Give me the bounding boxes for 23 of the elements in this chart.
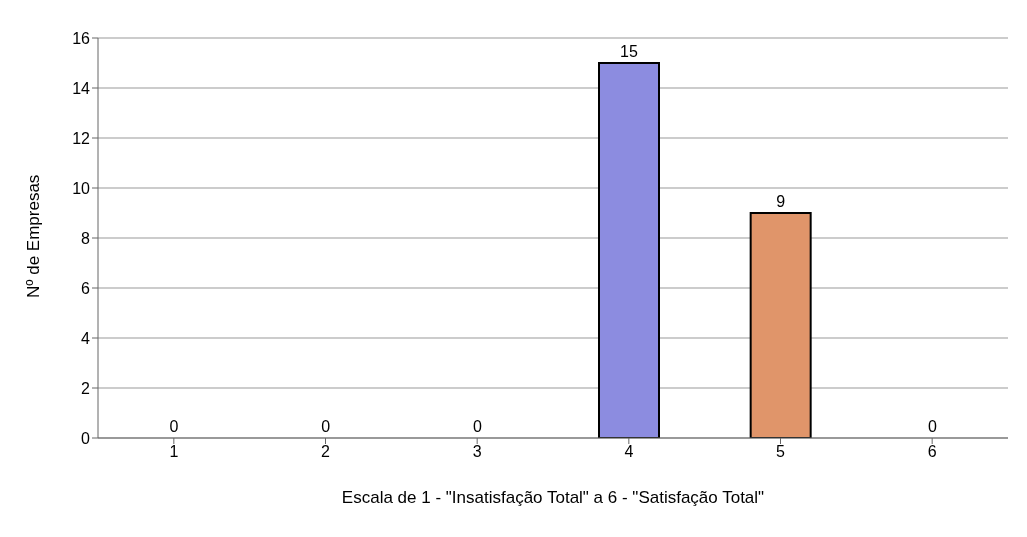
data-label: 0 — [169, 418, 179, 435]
y-tick-label: 4 — [81, 329, 91, 347]
y-axis-title: Nº de Empresas — [24, 174, 44, 298]
data-label: 0 — [927, 418, 937, 435]
x-tick-label: 1 — [169, 443, 179, 461]
x-tick-label: 2 — [321, 443, 331, 461]
data-label: 0 — [321, 418, 331, 435]
data-label: 9 — [776, 193, 786, 210]
data-label: 15 — [620, 43, 638, 60]
x-tick-label: 6 — [927, 443, 937, 461]
y-tick-label: 10 — [72, 179, 91, 197]
y-tick-label: 16 — [72, 29, 91, 47]
x-tick-label: 3 — [472, 443, 482, 461]
x-tick-label: 4 — [624, 443, 634, 461]
y-tick-label: 14 — [72, 79, 91, 97]
y-tick-label: 8 — [81, 229, 91, 247]
data-label: 0 — [472, 418, 482, 435]
x-tick-label: 5 — [776, 443, 786, 461]
x-axis-title: Escala de 1 - "Insatisfação Total" a 6 - "Satisfação Total" — [341, 488, 765, 507]
y-tick-label: 12 — [72, 129, 91, 147]
y-tick-label: 0 — [81, 429, 91, 447]
y-tick-label: 6 — [81, 279, 91, 297]
y-tick-label: 2 — [81, 379, 91, 397]
